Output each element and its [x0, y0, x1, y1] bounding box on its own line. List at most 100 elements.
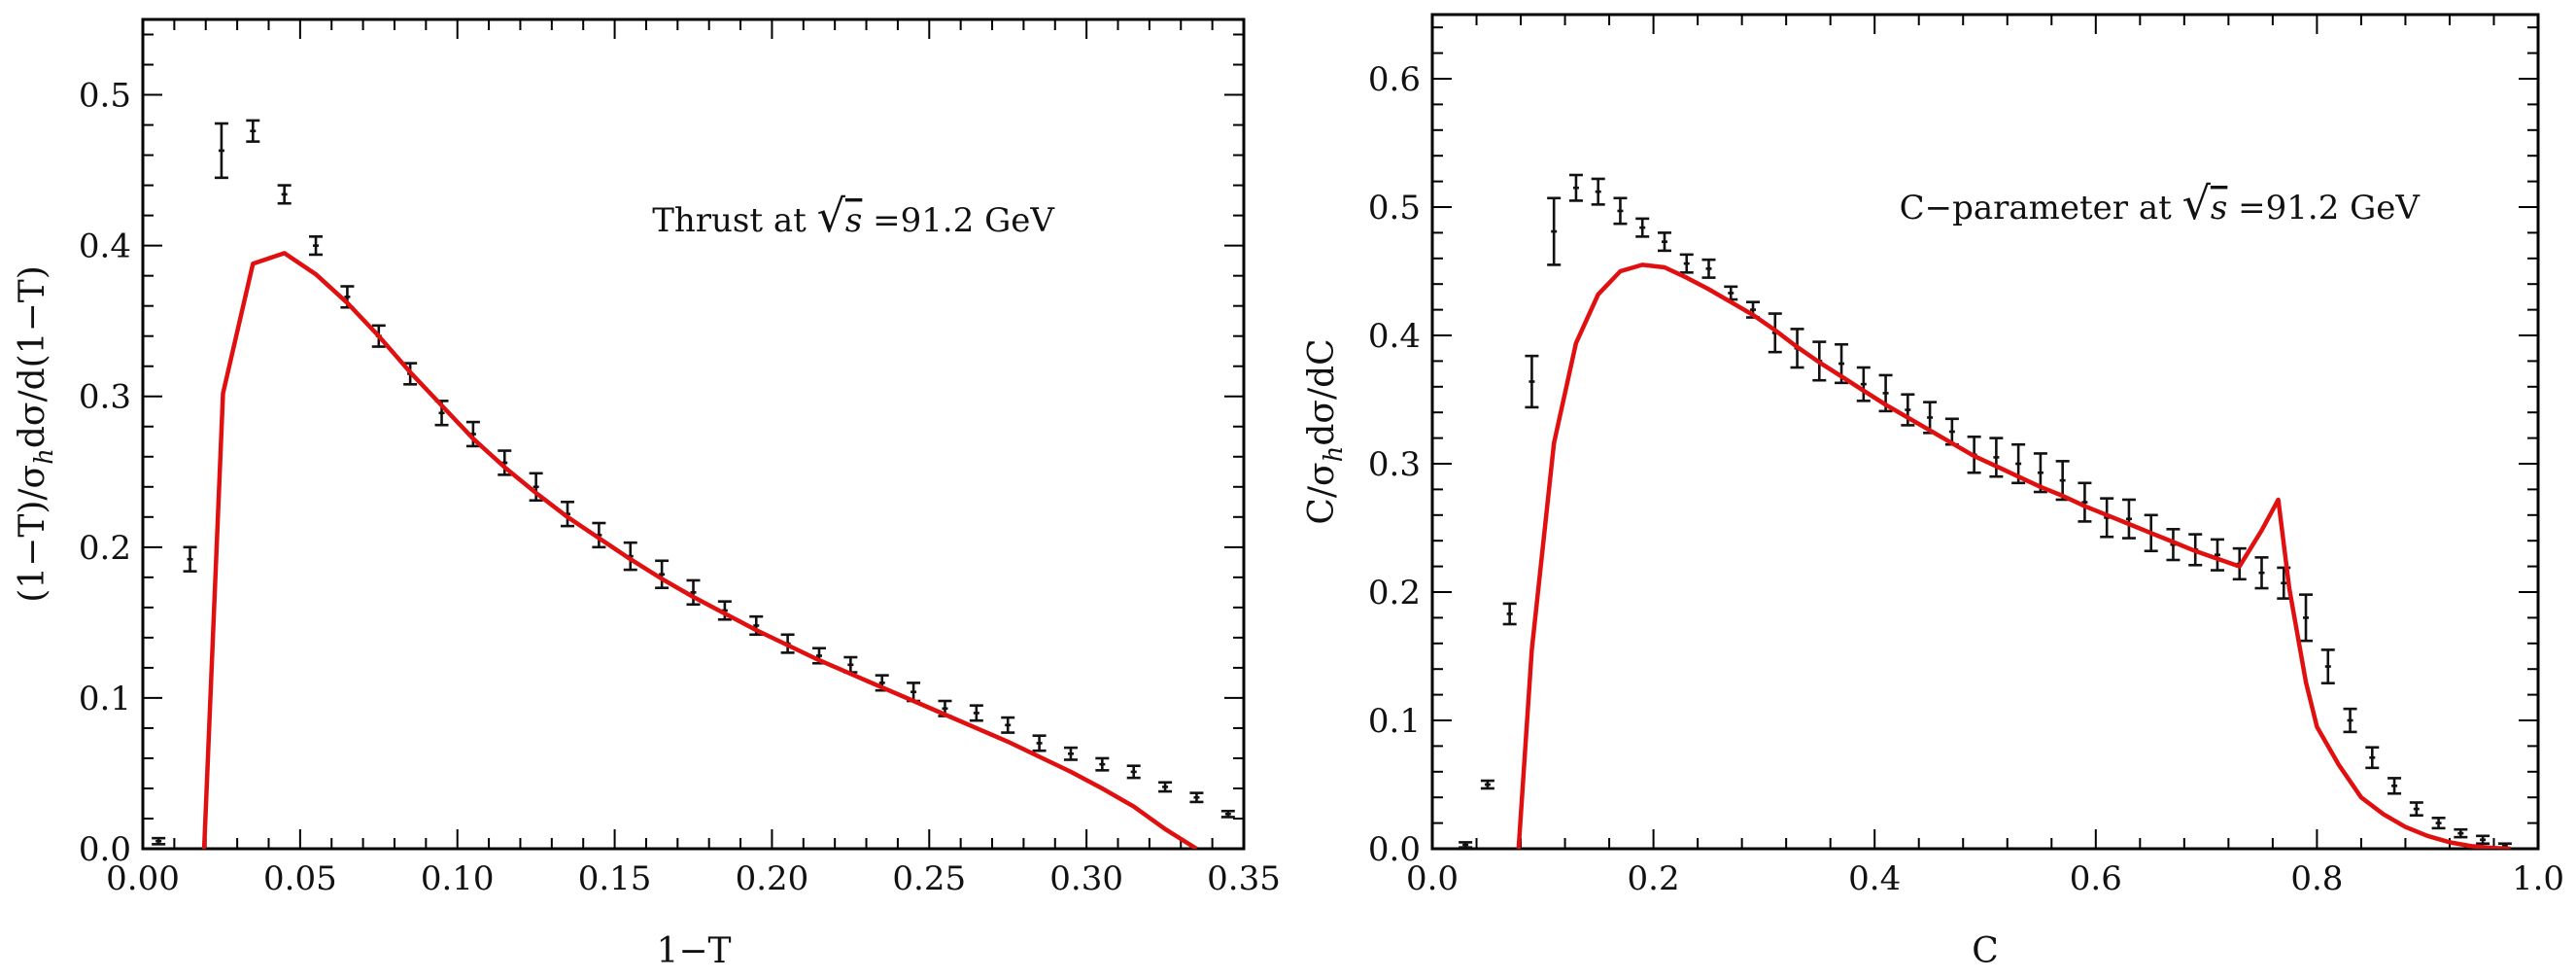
data-point: [2476, 834, 2490, 846]
data-point: [1001, 716, 1015, 734]
data-point: [2387, 777, 2402, 795]
y-tick-label: 0.5: [1368, 189, 1421, 227]
data-point: [1547, 196, 1562, 266]
data-point: [1591, 177, 1605, 206]
data-point: [2078, 481, 2092, 523]
data-point: [152, 836, 166, 846]
data-point: [277, 184, 292, 205]
data-point: [1679, 253, 1694, 274]
data-point: [1613, 196, 1628, 226]
data-point: [1502, 602, 1517, 626]
data-point: [2121, 498, 2136, 540]
data-point: [1568, 173, 1583, 202]
data-point: [2431, 817, 2446, 830]
data-point: [1459, 841, 1473, 849]
plot-frame: [1430, 13, 2540, 851]
data-point: [2210, 538, 2224, 572]
x-tick-label: 0.30: [1049, 859, 1123, 898]
y-axis-label-rest: dσ/dC: [1302, 338, 1342, 445]
annotation-prefix: Thrust at: [652, 201, 816, 240]
data-point: [1158, 781, 1173, 793]
data-point: [1189, 791, 1204, 804]
data-point: [1657, 231, 1671, 253]
x-tick-label: 1.0: [2512, 859, 2564, 898]
y-tick-label: 0.1: [79, 680, 131, 718]
data-point: [214, 122, 228, 180]
theory-curve: [201, 251, 1198, 849]
y-axis-label-main: C/σ: [1302, 462, 1342, 524]
data-point: [1220, 809, 1235, 819]
x-axis-label: 1−T: [656, 931, 731, 971]
y-axis-label-rest: dσ/d(1−T): [13, 265, 52, 448]
data-point: [2409, 801, 2423, 817]
annotation-suffix: =91.2 GeV: [862, 201, 1055, 240]
y-axis-label-main: (1−T)/σ: [13, 465, 52, 603]
y-tick-label: 0.3: [79, 378, 131, 417]
x-tick-label: 0.2: [1628, 859, 1680, 898]
data-point: [529, 472, 543, 503]
data-point: [1126, 764, 1141, 780]
x-tick-label: 0.4: [1848, 859, 1901, 898]
sqrt-argument: s: [2211, 189, 2227, 227]
x-tick-label: 0.6: [2070, 859, 2122, 898]
y-tick-label: 0.1: [1368, 702, 1421, 741]
y-axis-label: C/σhdσ/dC: [1302, 338, 1349, 524]
x-tick-label: 0.10: [421, 859, 495, 898]
y-tick-label: 0.3: [1368, 445, 1421, 484]
y-axis-label-subscript: h: [1320, 446, 1349, 463]
data-point: [246, 119, 260, 143]
data-point: [1063, 746, 1078, 761]
data-point: [1525, 354, 1539, 409]
chart-panel-2: 0.0 0.2 0.4 0.6 0.8 1.0 0.0 0.1 0.2 0.3 0.4 0.5 0.6 C…: [1302, 13, 2564, 971]
y-tick-label: 0.4: [1368, 317, 1421, 356]
plot-frame: [141, 17, 1246, 851]
y-tick-label: 0.0: [1368, 830, 1421, 869]
data-point: [2365, 746, 2380, 770]
sqrt-symbol: √: [2182, 177, 2212, 229]
data-point: [183, 545, 197, 573]
x-tick-label: 0.00: [106, 859, 180, 898]
data-point: [1856, 366, 1871, 402]
data-point: [1032, 734, 1047, 752]
sqrt-argument: s: [845, 201, 862, 240]
data-point: [1989, 437, 2004, 478]
data-point: [2454, 827, 2468, 839]
x-tick-label: 0.8: [2290, 859, 2343, 898]
data-point: [2299, 593, 2314, 643]
data-point: [1095, 756, 1110, 772]
data-point: [2343, 707, 2357, 734]
data-point: [309, 235, 324, 257]
data-point: [1701, 258, 1716, 279]
data-point: [623, 541, 637, 572]
x-tick-label: 0.35: [1207, 859, 1281, 898]
theory-curve: [1516, 262, 2511, 849]
x-tick-label: 0.05: [263, 859, 337, 898]
x-tick-label: 0.20: [736, 859, 809, 898]
data-point: [655, 559, 670, 589]
x-tick-label: 0.0: [1406, 859, 1459, 898]
data-point: [686, 578, 701, 607]
data-point: [1480, 779, 1494, 790]
annotation-suffix: =91.2 GeV: [2227, 189, 2421, 227]
y-tick-label: 0.0: [79, 830, 131, 869]
x-tick-label: 0.25: [892, 859, 966, 898]
data-point: [1635, 217, 1650, 238]
y-axis-label-subscript: h: [30, 448, 59, 465]
x-axis-label: C: [1972, 931, 1999, 971]
data-point: [2254, 556, 2269, 590]
y-tick-label: 0.4: [79, 227, 131, 266]
y-tick-label: 0.6: [1368, 60, 1421, 99]
data-point: [2166, 528, 2181, 562]
x-tick-label: 0.15: [578, 859, 652, 898]
y-tick-label: 0.5: [79, 77, 131, 116]
sqrt-symbol: √: [817, 190, 846, 242]
data-point: [969, 704, 983, 722]
y-axis-label: (1−T)/σhdσ/d(1−T): [13, 265, 59, 603]
data-point: [2320, 648, 2335, 685]
data-point: [2100, 497, 2114, 539]
chart-panel-1: 0.00 0.05 0.10 0.15 0.20 0.25 0.30 0.35 0.0 0.1 0.…: [13, 17, 1281, 971]
annotation-prefix: C−parameter at: [1900, 189, 2182, 227]
annotation-text: Thrust at √s =91.2 GeV: [652, 190, 1055, 242]
annotation-text: C−parameter at √s =91.2 GeV: [1900, 177, 2421, 229]
